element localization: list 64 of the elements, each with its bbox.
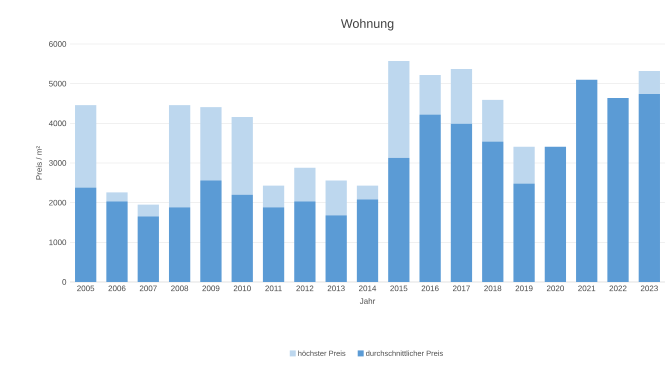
bar xyxy=(638,94,660,282)
x-tick-label: 2022 xyxy=(610,286,627,292)
bar xyxy=(607,98,629,282)
x-tick-label: 2011 xyxy=(265,286,282,292)
bar xyxy=(482,142,504,282)
y-tick-label: 4000 xyxy=(48,120,66,126)
bar xyxy=(262,186,284,208)
chart-title: Wohnung xyxy=(340,18,394,30)
bar xyxy=(513,146,535,184)
bar xyxy=(232,194,253,282)
bar xyxy=(326,180,347,216)
bar xyxy=(168,207,190,282)
bar xyxy=(356,186,378,200)
x-tick-label: 2006 xyxy=(108,286,126,292)
bar xyxy=(544,146,566,282)
y-axis-title: Preis / m² xyxy=(36,146,42,180)
y-tick-label: 5000 xyxy=(48,80,66,86)
y-tick-label: 0 xyxy=(62,279,66,285)
bar xyxy=(232,116,253,195)
x-tick-label: 2023 xyxy=(640,286,658,292)
x-tick-label: 2014 xyxy=(359,286,376,292)
bar xyxy=(75,105,96,188)
bar xyxy=(138,216,159,282)
x-tick-label: 2019 xyxy=(516,286,533,292)
x-tick-label: 2012 xyxy=(296,286,314,292)
bar xyxy=(576,80,598,282)
x-tick-label: 2017 xyxy=(452,286,470,292)
bar xyxy=(450,124,472,282)
x-tick-label: 2013 xyxy=(328,286,345,292)
x-tick-label: 2018 xyxy=(484,286,502,292)
y-tick-label: 3000 xyxy=(48,160,66,166)
bar xyxy=(106,192,128,202)
bar xyxy=(388,158,410,282)
x-tick-label: 2016 xyxy=(422,286,439,292)
bar xyxy=(200,180,222,282)
bar xyxy=(638,70,660,94)
y-tick-label: 2000 xyxy=(49,200,66,206)
x-tick-label: 2010 xyxy=(234,286,251,292)
x-tick-label: 2008 xyxy=(171,286,188,292)
bar xyxy=(356,199,378,282)
x-axis-title: Jahr xyxy=(360,298,376,304)
x-tick-label: 2005 xyxy=(77,286,94,292)
x-tick-label: 2021 xyxy=(578,286,596,292)
y-tick-label: 1000 xyxy=(49,239,66,246)
x-tick-label: 2015 xyxy=(390,286,408,292)
bar xyxy=(138,204,159,217)
x-tick-label: 2020 xyxy=(546,286,564,292)
bar xyxy=(294,201,316,282)
x-tick-label: 2007 xyxy=(140,286,157,292)
x-tick-label: 2009 xyxy=(202,286,220,292)
bar xyxy=(388,61,410,158)
bar xyxy=(200,107,222,180)
bar xyxy=(450,68,472,124)
y-tick-label: 6000 xyxy=(49,41,66,47)
bar xyxy=(75,188,96,282)
bar xyxy=(482,100,504,142)
bar xyxy=(106,201,128,282)
bar xyxy=(326,215,347,282)
bar xyxy=(419,74,441,115)
bar xyxy=(262,207,284,282)
bar xyxy=(419,114,441,282)
bar xyxy=(168,105,190,208)
bar xyxy=(294,168,316,202)
bar xyxy=(513,184,535,282)
